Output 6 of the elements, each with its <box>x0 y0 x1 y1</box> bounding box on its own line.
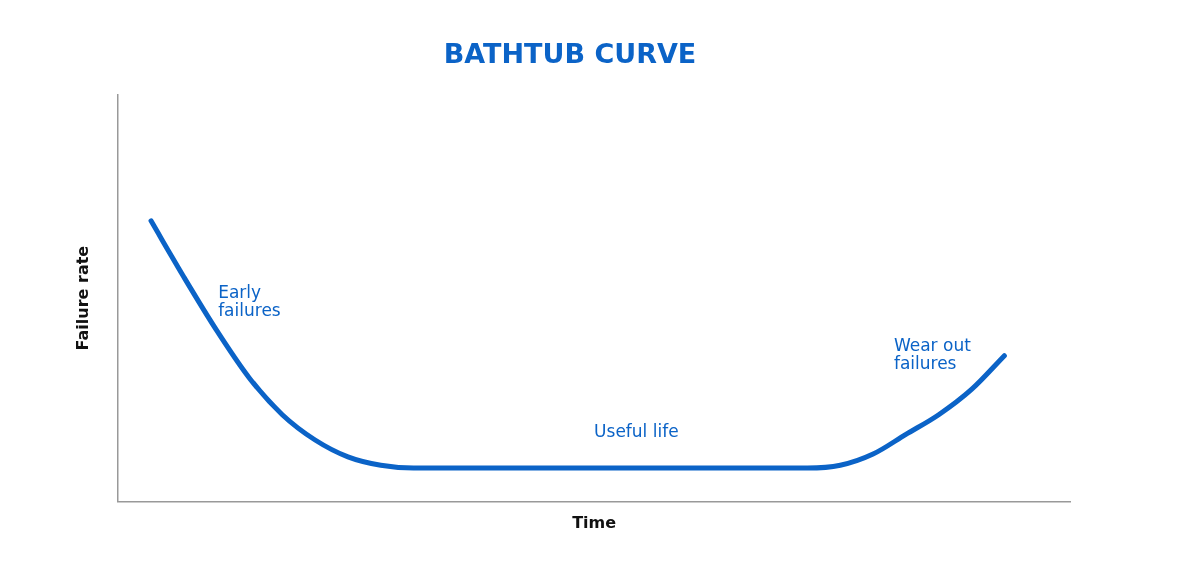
annotation: Useful life <box>594 420 679 441</box>
chart-title: BATHTUB CURVE <box>443 38 697 70</box>
annotation: Wear out failures <box>893 335 972 374</box>
x-axis-title: Time <box>572 512 617 532</box>
annotation: Early failures <box>218 282 281 321</box>
y-axis-title: Failure rate <box>72 245 92 351</box>
